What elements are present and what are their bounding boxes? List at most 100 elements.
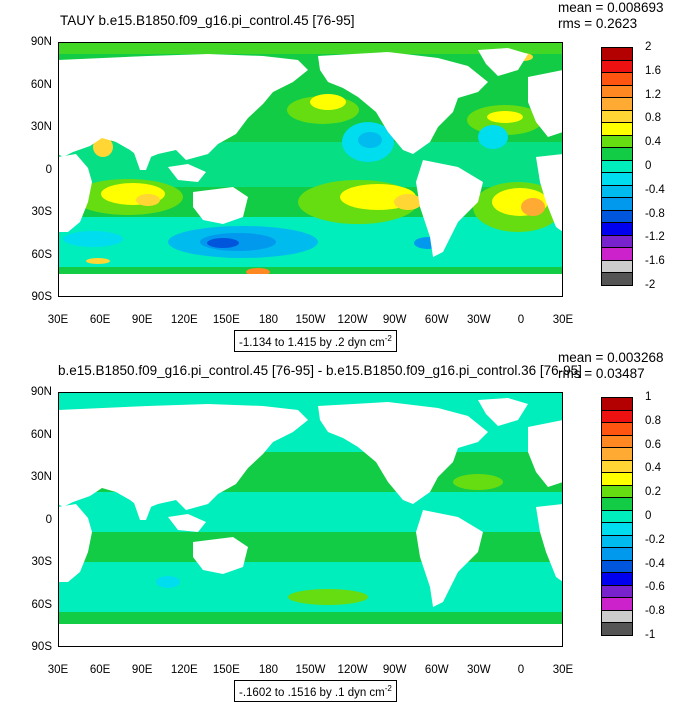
bottom-colorbar-label: 0 xyxy=(645,510,652,522)
bottom-colorbar-label: -0.6 xyxy=(645,581,665,594)
top-panel-title: TAUY b.e15.B1850.f09_g16.pi_control.45 [… xyxy=(60,13,355,28)
bottom-colorbar-box xyxy=(601,509,633,524)
top-map-plot xyxy=(58,42,563,297)
top-lon-label: 0 xyxy=(517,314,525,326)
top-colorbar-label: -0.8 xyxy=(645,207,665,220)
top-colorbar-box xyxy=(601,72,633,86)
top-land-mask xyxy=(58,48,563,297)
top-colorbar-box xyxy=(601,247,633,261)
bottom-lon-label: 180 xyxy=(258,664,278,676)
top-colorbar-label: 0.4 xyxy=(645,136,661,149)
bottom-colorbar-box xyxy=(601,472,633,486)
top-lon-label: 150W xyxy=(295,314,326,326)
top-colorbar-label: 0.8 xyxy=(645,112,661,125)
bottom-lon-label: 0 xyxy=(517,664,525,676)
top-lat-label: 30S xyxy=(31,206,52,218)
top-colorbar-box xyxy=(601,84,633,99)
bottom-lon-label: 30W xyxy=(467,664,491,676)
top-colorbar-box xyxy=(601,209,633,224)
top-colorbar-label: -1.2 xyxy=(645,231,665,244)
bottom-map-svg xyxy=(58,392,563,647)
bottom-lon-label: 60W xyxy=(424,664,449,676)
bottom-colorbar-box xyxy=(601,422,633,436)
bottom-colorbar-label: 0.8 xyxy=(645,414,661,427)
top-lat-label: 30N xyxy=(30,121,52,133)
top-colorbar-box xyxy=(601,59,633,74)
top-lon-label: 120W xyxy=(337,314,368,326)
bottom-colorbar-box xyxy=(601,534,633,549)
bottom-lat-label: 30N xyxy=(30,471,52,483)
top-lon-label: 30E xyxy=(47,314,69,326)
top-colorbar-box xyxy=(601,109,633,124)
bottom-lon-label: 30E xyxy=(47,664,69,676)
top-mean-stat: mean = 0.008693 xyxy=(558,0,664,15)
bottom-rms-stat: rms = 0.03487 xyxy=(558,366,645,381)
bottom-colorbar-label: -0.8 xyxy=(645,605,665,618)
top-colorbar-box xyxy=(601,134,633,149)
top-lat-label: 60S xyxy=(31,248,52,261)
top-map-svg xyxy=(58,42,563,297)
top-lat-label: 90N xyxy=(30,36,52,48)
top-colorbar-label: 1.6 xyxy=(645,64,661,77)
top-colorbar-box xyxy=(601,97,633,111)
bottom-land-mask xyxy=(58,398,563,647)
top-lon-label: 60W xyxy=(424,314,449,326)
bottom-colorbar-label: -0.2 xyxy=(645,533,665,546)
bottom-colorbar-box xyxy=(601,459,633,474)
bottom-colorbar-box xyxy=(601,497,633,511)
bottom-lon-label: 120W xyxy=(337,664,368,676)
bottom-panel-title: b.e15.B1850.f09_g16.pi_control.45 [76-95… xyxy=(58,363,582,378)
bottom-lat-label: 60N xyxy=(30,428,52,441)
bottom-colorbar-box xyxy=(601,597,633,611)
bottom-lon-label: 120E xyxy=(170,664,198,676)
top-lat-label: 60N xyxy=(30,78,52,91)
bottom-lon-label: 90W xyxy=(382,664,407,676)
top-colorbar-box xyxy=(601,184,633,199)
top-colorbar-box xyxy=(601,159,633,174)
bottom-lat-label: 60S xyxy=(31,598,52,611)
bottom-colorbar-label: 1 xyxy=(645,391,652,403)
bottom-lon-label: 60E xyxy=(89,664,111,676)
top-colorbar-box xyxy=(601,47,633,61)
bottom-lat-label: 90S xyxy=(31,641,52,653)
top-lat-label: 0 xyxy=(45,163,52,176)
bottom-colorbar-box xyxy=(601,397,633,411)
top-colorbar-box xyxy=(601,234,633,249)
bottom-colorbar-label: -1 xyxy=(645,629,656,641)
top-colorbar-label: -1.6 xyxy=(645,255,665,268)
bottom-colorbar-box xyxy=(601,522,633,536)
bottom-mean-stat: mean = 0.003268 xyxy=(558,350,664,365)
top-lon-label: 90E xyxy=(131,314,153,326)
top-colorbar-box xyxy=(601,122,633,136)
top-lon-label: 90W xyxy=(382,314,407,326)
top-lon-label: 30W xyxy=(467,314,491,326)
bottom-colorbar-label: -0.4 xyxy=(645,557,665,570)
bottom-lon-label: 150E xyxy=(212,664,240,676)
top-colorbar-label: 1.2 xyxy=(645,88,661,101)
bottom-colorbar-box xyxy=(601,484,633,499)
bottom-map-frame xyxy=(58,392,563,647)
top-range-label: -1.134 to 1.415 by .2 dyn cm-2 xyxy=(234,330,397,352)
top-lon-label: 30E xyxy=(552,314,574,326)
top-colorbar: 2 1.6 1.2 0.8 0.4 0 -0.4 -0.8 -1.2 -1.6 -2 xyxy=(601,41,665,291)
top-colorbar-box xyxy=(601,172,633,186)
top-lon-label: 180 xyxy=(258,314,278,326)
top-colorbar-box xyxy=(601,147,633,161)
top-colorbar-box xyxy=(601,197,633,211)
bottom-colorbar-label: 0.6 xyxy=(645,438,661,451)
bottom-lat-label: 30S xyxy=(31,556,52,568)
bottom-colorbar-box xyxy=(601,572,633,586)
bottom-colorbar-box xyxy=(601,434,633,449)
bottom-colorbar-box xyxy=(601,559,633,574)
bottom-colorbar-box xyxy=(601,609,633,624)
bottom-lon-label: 30E xyxy=(552,664,574,676)
top-map-frame xyxy=(58,42,563,297)
bottom-colorbar: 1 0.8 0.6 0.4 0.2 0 -0.2 -0.4 -0.6 -0.8 -1 xyxy=(601,391,665,641)
top-lon-label: 60E xyxy=(89,314,111,326)
top-colorbar-box xyxy=(601,272,633,286)
bottom-colorbar-label: 0.4 xyxy=(645,462,661,475)
bottom-colorbar-label: 0.2 xyxy=(645,486,661,499)
bottom-lon-label: 150W xyxy=(295,664,326,676)
top-colorbar-label: 2 xyxy=(645,41,652,53)
bottom-lat-label: 90N xyxy=(30,386,52,398)
